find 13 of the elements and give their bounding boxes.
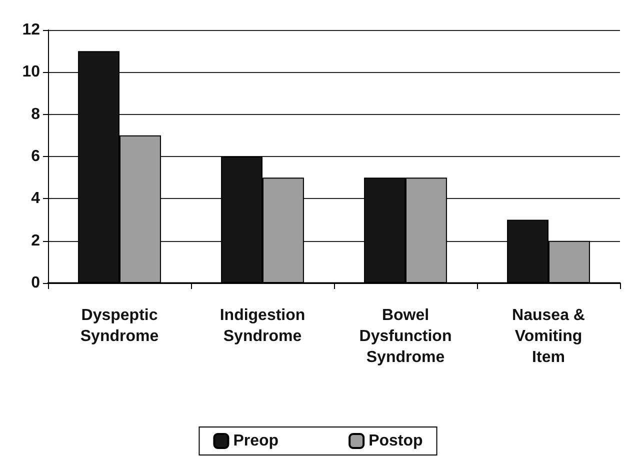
legend-label: Preop	[233, 432, 279, 450]
y-tick-label: 4	[31, 190, 40, 208]
y-tick-label: 0	[31, 274, 40, 292]
x-tick-label: Dyspeptic Syndrome	[80, 307, 159, 345]
x-tick-label: Nausea & Vomiting Item	[512, 307, 586, 366]
y-tick-label: 12	[22, 22, 40, 38]
y-tick-label: 6	[31, 148, 40, 165]
legend-label: Postop	[368, 432, 424, 450]
x-tick-label: Indigestion Syndrome	[220, 307, 306, 345]
y-tick-label: 2	[31, 232, 40, 250]
x-tick-label: Bowel Dysfunction Syndrome	[359, 307, 452, 366]
y-tick-label: 10	[22, 64, 40, 81]
y-tick-label: 8	[31, 106, 40, 123]
